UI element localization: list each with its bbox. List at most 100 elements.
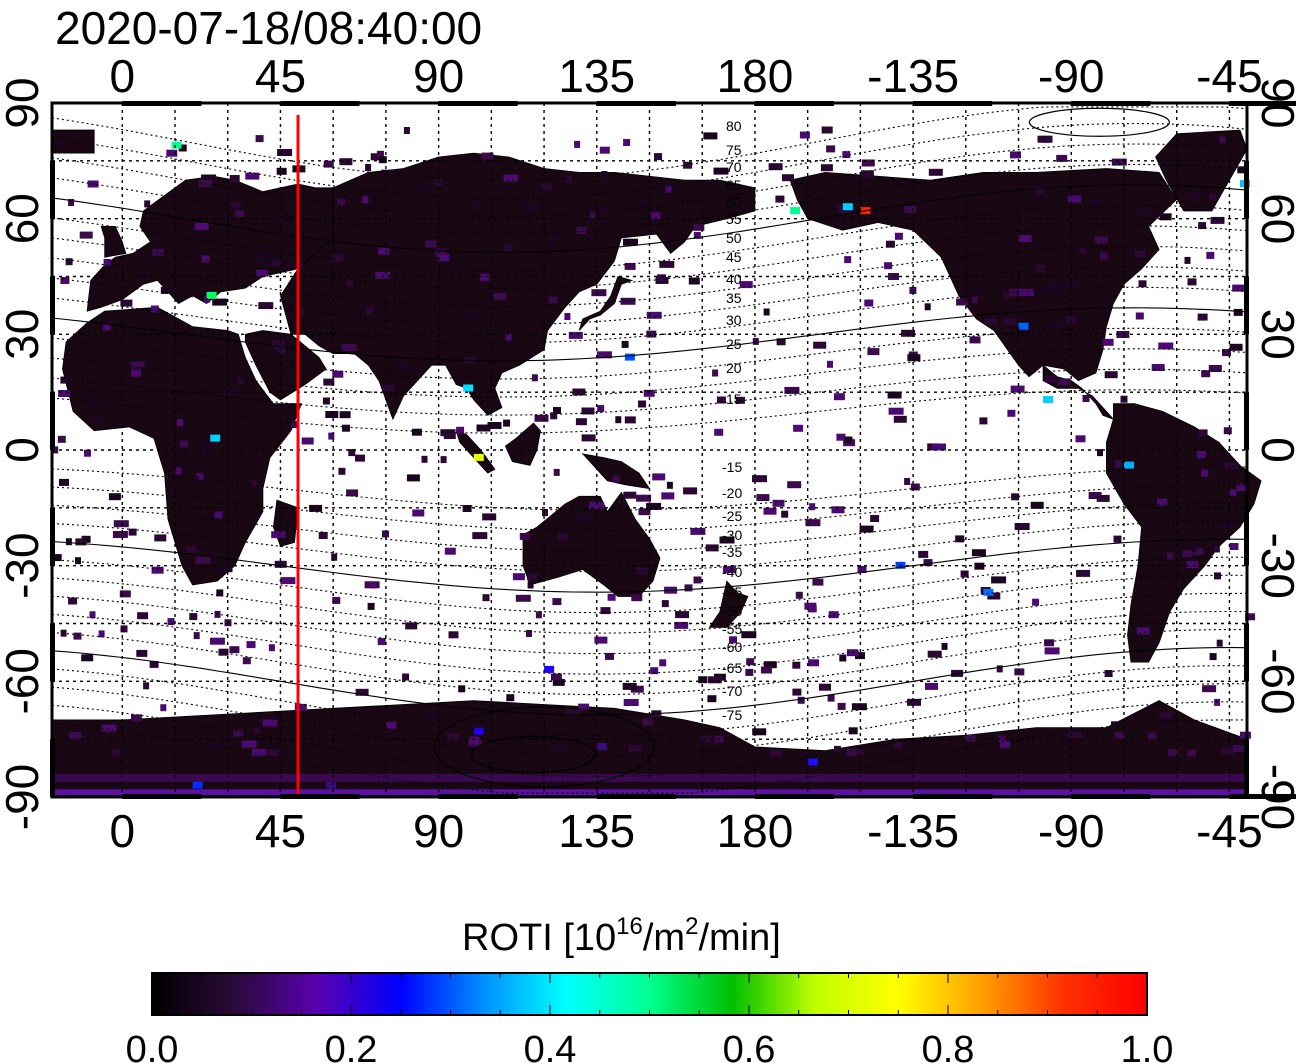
top-tick-bar <box>1229 101 1296 106</box>
observation-cell <box>112 749 120 757</box>
mlat-contour-south <box>51 592 1248 655</box>
longitude-label-top: 90 <box>413 50 464 102</box>
observation-cell <box>924 303 931 311</box>
colorbar-title-sup1: 16 <box>616 913 643 940</box>
observation-cell <box>534 414 549 422</box>
observation-cell <box>1018 235 1032 242</box>
lat-lon-grid <box>52 103 1247 797</box>
observation-cell <box>504 244 513 252</box>
observation-cell <box>987 592 1001 600</box>
observation-cell <box>860 170 874 178</box>
observation-cell <box>56 139 65 147</box>
mlat-label-north: 50 <box>726 230 742 246</box>
observation-cell <box>887 391 902 399</box>
observation-cell <box>857 566 867 573</box>
observation-cell <box>65 258 73 266</box>
latitude-label-left: 90 <box>0 77 48 128</box>
observation-cell <box>831 506 845 514</box>
observation-cell <box>729 636 737 644</box>
observation-cell <box>581 434 596 442</box>
observation-cell <box>941 642 948 650</box>
observation-cell <box>552 598 562 606</box>
observation-cell <box>623 699 639 706</box>
bottom-tick-bar <box>122 794 202 799</box>
observation-cell <box>152 249 164 256</box>
colorbar-gradient <box>151 972 1148 1016</box>
left-tick-bar <box>50 160 55 219</box>
observation-cell <box>1222 349 1231 357</box>
observation-cell <box>932 443 946 451</box>
observation-cell <box>112 531 128 538</box>
observation-cell <box>928 168 943 176</box>
observation-cell <box>412 509 425 517</box>
observation-cell <box>1039 286 1051 294</box>
observation-cell <box>113 520 129 528</box>
observation-cell <box>65 538 72 546</box>
observation-cell <box>421 455 428 463</box>
observation-cell-high <box>790 207 801 215</box>
observation-cell <box>1003 291 1016 299</box>
observation-cell <box>476 424 491 432</box>
observation-cell <box>612 475 620 483</box>
observation-cell <box>1209 653 1217 661</box>
observation-cell <box>839 654 847 662</box>
observation-cell <box>136 649 148 657</box>
right-tick-bar <box>1244 392 1249 450</box>
observation-cell <box>768 163 783 171</box>
observation-cell <box>565 708 581 716</box>
observation-cell <box>1018 288 1034 296</box>
observation-cell <box>130 714 142 722</box>
observation-band-south-2 <box>52 789 1247 796</box>
observation-cell <box>893 741 903 749</box>
observation-cell <box>402 673 410 681</box>
observation-cell <box>505 333 512 341</box>
observation-cell <box>638 400 646 408</box>
observation-cell <box>1208 192 1216 200</box>
observation-cell <box>1198 429 1208 437</box>
observation-cell <box>1182 550 1193 558</box>
observation-cell <box>167 618 175 626</box>
observation-cell <box>688 277 700 285</box>
observation-cell <box>355 454 365 462</box>
observation-cell <box>437 254 450 262</box>
observation-cell <box>859 525 874 533</box>
observation-cell <box>597 205 608 213</box>
observation-cell <box>193 632 200 640</box>
observation-cell <box>1076 569 1091 577</box>
observation-cell-high <box>807 758 818 766</box>
observation-cell <box>1032 598 1040 606</box>
mlat-label-north: 35 <box>726 290 742 306</box>
observation-cell <box>772 499 785 507</box>
observation-cell <box>1067 731 1083 739</box>
observation-cell <box>1223 427 1232 435</box>
observation-cell <box>470 200 479 208</box>
colorbar-title-sup2: 2 <box>685 913 698 940</box>
observation-cell <box>763 661 777 669</box>
observation-cell <box>792 661 801 669</box>
observation-cell <box>92 414 99 422</box>
longitude-label-bottom: -135 <box>867 805 959 857</box>
observation-cell <box>549 296 558 304</box>
observation-cell <box>255 253 267 261</box>
observation-cell <box>542 509 548 517</box>
bottom-tick-bar <box>754 794 835 799</box>
observation-cell <box>154 534 167 542</box>
observation-cell <box>683 487 698 495</box>
observation-cell <box>1025 367 1032 375</box>
observation-cell <box>827 360 833 368</box>
observation-cell <box>782 174 794 182</box>
observation-cell <box>237 377 244 385</box>
colorbar-tick-label: 0.8 <box>922 1029 975 1064</box>
observation-cell <box>1057 378 1071 386</box>
observation-cell <box>1138 207 1150 215</box>
observation-cell <box>255 135 264 143</box>
observation-cell <box>301 437 314 445</box>
observation-cell <box>999 740 1010 748</box>
observation-cell <box>870 515 880 522</box>
observation-cell <box>907 698 921 706</box>
colorbar-title-main: ROTI [10 <box>462 917 616 959</box>
bottom-tick-bar <box>1229 794 1296 799</box>
observation-cell <box>781 510 789 518</box>
colorbar-tick-label: 1.0 <box>1121 1029 1174 1064</box>
